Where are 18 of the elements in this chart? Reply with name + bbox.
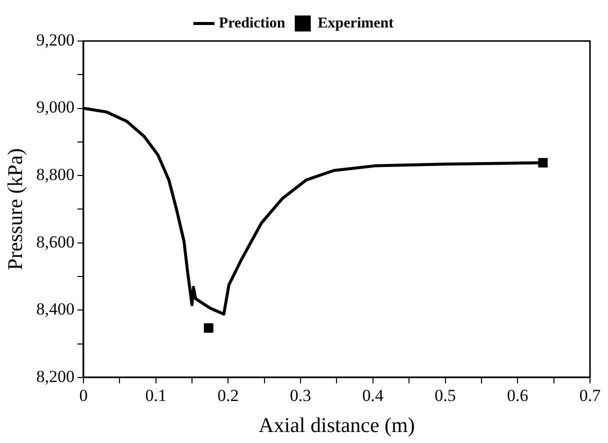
- x-tick-label: 0.3: [290, 386, 312, 406]
- y-tick-label: 9,000: [36, 98, 74, 117]
- y-tick-label: 8,200: [36, 366, 74, 386]
- y-tick-label: 8,400: [36, 300, 74, 319]
- x-tick-label: 0.7: [579, 386, 602, 406]
- x-tick-label: 0.5: [434, 386, 456, 406]
- x-tick-label: 0: [79, 386, 88, 406]
- x-axis-title: Axial distance (m): [258, 412, 415, 437]
- x-tick-label: 0.1: [145, 386, 166, 406]
- x-tick-label: 0.4: [362, 386, 384, 406]
- y-axis-title: Pressure (kPa): [3, 148, 28, 270]
- x-tick-label: 0.2: [218, 386, 239, 406]
- y-tick-label: 8,800: [36, 165, 74, 184]
- legend-label: Experiment: [318, 15, 394, 32]
- y-tick-label: 9,200: [36, 30, 74, 50]
- y-tick-label: 8,600: [36, 232, 74, 252]
- legend-label: Prediction: [218, 15, 286, 32]
- x-tick-label: 0.6: [507, 386, 528, 406]
